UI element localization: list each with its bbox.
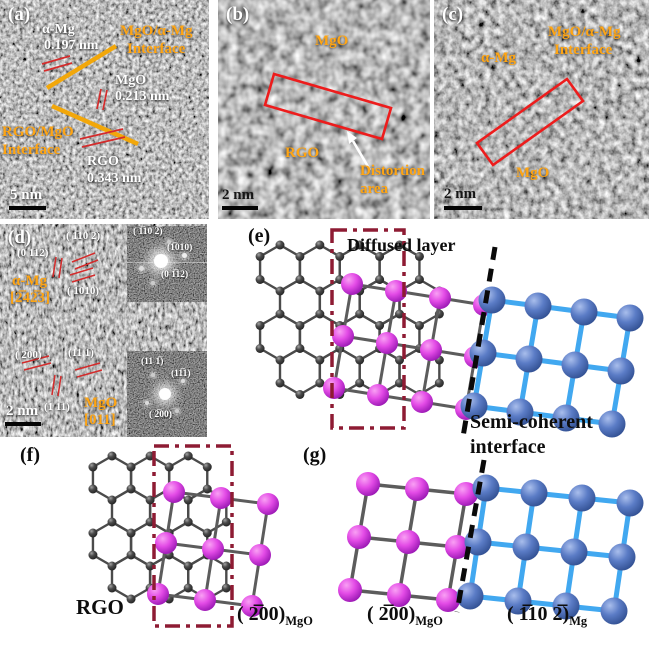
mgo-alpha-mg-interface-label-1: MgO/α-Mg [548, 24, 621, 40]
fft-spot [175, 409, 179, 413]
fft-plane-1010-label: (1̅010) [167, 243, 193, 253]
plane-1m11-label: (1 1̅1) [44, 401, 70, 413]
diffused-layer-label: Diffused layer [347, 235, 456, 255]
plane-200-subscript: MgO [285, 614, 313, 628]
mgo-alpha-mg-interface-label-1: MgO/α-Mg [120, 23, 193, 39]
panel-e-tag: (e) [248, 225, 271, 247]
mgo-lattice-f [147, 481, 279, 617]
fft-inset-alpha-mg: ( 1̅10 2̅) (1̅010) (0 1̅12) [127, 226, 207, 302]
fft-spot [151, 373, 155, 377]
alpha-mg-zone-label-2: [2̅42̅3] [10, 290, 50, 306]
fft-center-spot [159, 388, 171, 400]
plane-200-mgo-label-f: ( 2̅00)MgO [237, 603, 313, 628]
fft-inset-mgo: (11 1̅) (11̅1) ( 2̅00) [127, 351, 207, 437]
fft-spot [145, 401, 149, 405]
graphene-lattice-f [88, 451, 231, 604]
mgo-zone-label-1: MgO [84, 395, 118, 411]
panel-g-tag: (g) [303, 444, 327, 466]
panel-d-hrtem-image: (d) ( 1̅10 2̅) (0 1̅12) α-Mg [2̅42̅3] ( … [0, 224, 207, 437]
semi-coherent-interface-line-e [460, 246, 498, 438]
semi-coherent-interface-label-2: interface [470, 436, 546, 458]
rgo-label: RGO [76, 595, 124, 619]
rgo-spacing: 0.343 nm [87, 171, 142, 186]
fft-spot [151, 281, 155, 285]
scale-bar-label: 2 nm [222, 187, 255, 203]
plane-1102-label: ( 1̅10 2̅) [66, 230, 101, 242]
fft-plane-1m11-label: (11̅1) [171, 369, 191, 379]
alpha-mg-spacing: 0.197 nm [44, 38, 99, 53]
fft-plane-111-label: (11 1̅) [141, 357, 164, 367]
panel-a-tag: (a) [8, 4, 31, 25]
rgo-mgo-interface-label-1: RGO/MgO [2, 124, 74, 140]
plane-111-label: (11 1̅) [68, 347, 94, 359]
mgo-lattice-g [338, 472, 478, 612]
panel-c-tag: (c) [442, 4, 464, 25]
mg-lattice-g [456, 474, 644, 625]
fft-plane-0112-label: (0 1̅12) [161, 270, 189, 280]
mgo-lattice-e [323, 273, 495, 420]
diffused-layer-box-f [152, 444, 234, 628]
distortion-area-label-1: Distortion [360, 163, 425, 179]
alpha-mg-label: α-Mg [481, 50, 517, 66]
scale-bar-label: 5 nm [10, 187, 43, 203]
plane-1010-label: ( 1̅010) [67, 285, 100, 297]
plane-200-text: ( 2̅00) [367, 603, 416, 625]
plane-200-subscript: MgO [415, 614, 443, 628]
panel-f-tag: (f) [20, 444, 40, 466]
mgo-label: MgO [315, 33, 349, 49]
fft-spot [181, 379, 185, 383]
mgo-alpha-mg-interface-label-2: Interface [127, 41, 186, 57]
plane-200-mgo-label-g: ( 2̅00)MgO [367, 603, 443, 628]
panel-d-tag: (d) [8, 227, 32, 248]
mgo-alpha-mg-interface-label-2: Interface [554, 42, 613, 58]
alpha-mg-zone-label-1: α-Mg [12, 273, 48, 289]
fft-spot [167, 240, 171, 244]
scale-bar [222, 206, 258, 210]
distortion-area-label-2: area [360, 181, 389, 197]
panel-c-hrtem-image: (c) MgO/α-Mg Interface α-Mg MgO 2 nm [434, 0, 649, 219]
scale-bar-label: 2 nm [6, 403, 39, 419]
scale-bar [5, 422, 41, 426]
fft-plane-200-label: ( 2̅00) [149, 410, 172, 420]
graphene-lattice-e [255, 240, 444, 399]
mgo-zone-label-2: [011] [84, 412, 116, 428]
plane-1102-subscript: Mg [569, 614, 588, 628]
rgo-mgo-interface-label-2: Interface [2, 142, 61, 158]
panel-a-hrtem-image: (a) α-Mg 0.197 nm MgO/α-Mg Interface MgO… [0, 0, 209, 219]
plane-0112-label: (0 1̅12) [17, 247, 49, 259]
plane-1102-mg-label-g: ( 1̅10 2̅)Mg [507, 603, 588, 628]
semi-coherent-interface-line-g [454, 459, 487, 613]
scale-bar [9, 206, 46, 210]
fft-streak-h [127, 262, 207, 263]
fft-spot [139, 266, 144, 271]
fft-plane-1102-label: ( 1̅10 2̅) [133, 227, 163, 237]
mgo-spacing: 0.213 nm [115, 89, 170, 104]
scale-bar [444, 206, 482, 210]
mgo-label: MgO [115, 73, 147, 88]
plane-1102-text: ( 1̅10 2̅) [507, 603, 570, 625]
fft-center-spot [154, 254, 168, 268]
diffused-layer-box-e [330, 228, 406, 430]
fft-spot [182, 253, 187, 258]
alpha-mg-label: α-Mg [42, 22, 75, 37]
plane-200-text: ( 2̅00) [237, 603, 286, 625]
scale-bar-label: 2 nm [444, 186, 477, 202]
mgo-label: MgO [516, 165, 550, 181]
panel-b-tag: (b) [226, 4, 250, 25]
rgo-label: RGO [285, 145, 320, 161]
panel-b-hrtem-image: (b) MgO RGO Distortion area 2 nm [218, 0, 430, 219]
semi-coherent-interface-label-1: Semi-coherent [470, 411, 593, 433]
rgo-label: RGO [87, 154, 119, 169]
plane-200-label: ( 2̅00) [15, 349, 42, 361]
